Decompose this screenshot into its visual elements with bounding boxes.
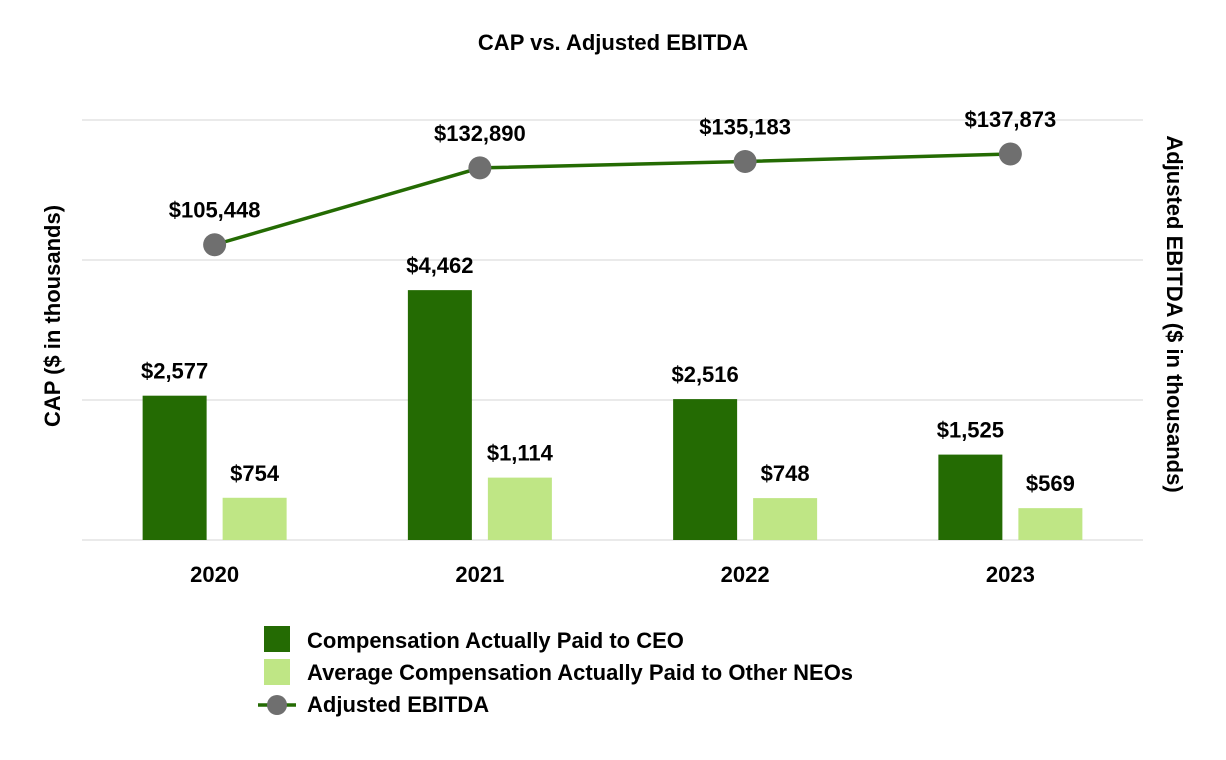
ebitda-line [214, 152, 1011, 247]
data-label-ceo: $1,525 [937, 418, 1004, 443]
bar-ceo [407, 290, 472, 540]
chart-title: CAP vs. Adjusted EBITDA [478, 30, 748, 55]
data-label-neo: $748 [761, 461, 810, 486]
x-tick-label: 2021 [455, 562, 504, 587]
bars [142, 290, 1083, 540]
legend: Compensation Actually Paid to CEO Averag… [258, 626, 853, 717]
ebitda-point [468, 156, 492, 180]
bar-ceo [938, 454, 1003, 540]
data-label-ceo: $2,577 [141, 359, 208, 384]
data-labels: $2,577 $4,462 $2,516 $1,525 $754 $1,114 $748 $5… [141, 107, 1075, 496]
legend-label-ceo: Compensation Actually Paid to CEO [307, 628, 684, 653]
x-axis-ticks: 2020 2021 2022 2023 [190, 562, 1035, 587]
data-label-neo: $1,114 [487, 441, 554, 466]
x-tick-label: 2020 [190, 562, 239, 587]
legend-swatch-ceo [264, 626, 290, 652]
y2-axis-title: Adjusted EBITDA ($ in thousands) [1162, 135, 1187, 492]
ebitda-line-group [203, 142, 1022, 257]
bar-neo [487, 477, 552, 540]
data-label-neo: $569 [1026, 471, 1075, 496]
data-label-ceo: $4,462 [406, 253, 473, 278]
legend-swatch-neos [264, 659, 290, 685]
legend-label-neos: Average Compensation Actually Paid to Ot… [307, 660, 853, 685]
legend-label-ebitda: Adjusted EBITDA [307, 692, 489, 717]
x-tick-label: 2022 [721, 562, 770, 587]
data-label-ebitda: $135,183 [699, 114, 791, 139]
bar-neo [222, 497, 287, 540]
data-label-ebitda: $132,890 [434, 121, 526, 146]
x-tick-label: 2023 [986, 562, 1035, 587]
data-label-neo: $754 [230, 461, 280, 486]
ebitda-point [998, 142, 1022, 166]
data-label-ebitda: $137,873 [964, 107, 1056, 132]
legend-marker-ebitda [267, 695, 287, 715]
y-axis-title: CAP ($ in thousands) [40, 205, 65, 427]
data-label-ceo: $2,516 [671, 362, 738, 387]
bar-neo [1018, 508, 1083, 540]
legend-item-neos: Average Compensation Actually Paid to Ot… [264, 659, 853, 685]
legend-item-ceo: Compensation Actually Paid to CEO [264, 626, 684, 653]
ebitda-point [203, 233, 227, 257]
bar-ceo [673, 399, 738, 540]
bar-neo [753, 498, 818, 540]
ebitda-point [733, 149, 757, 173]
legend-item-ebitda: Adjusted EBITDA [258, 692, 489, 717]
data-label-ebitda: $105,448 [169, 198, 261, 223]
bar-ceo [142, 395, 207, 540]
